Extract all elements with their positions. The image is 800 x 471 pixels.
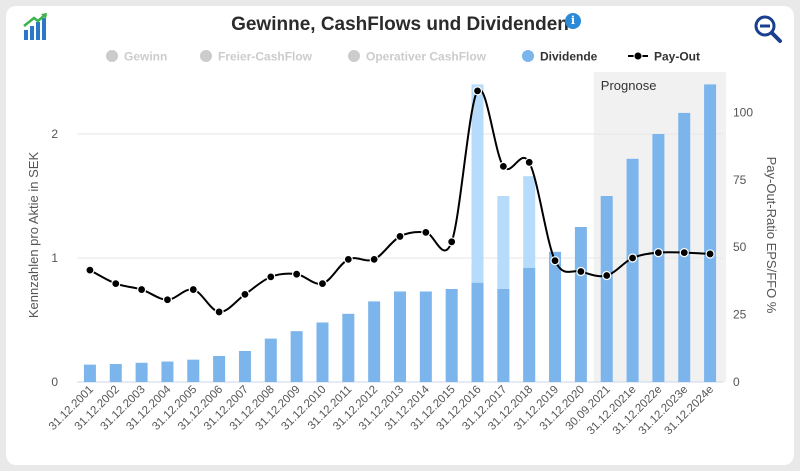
chart-title: Gewinne, CashFlows und Dividenden [231,14,569,35]
info-icon[interactable]: i [565,13,581,29]
zoom-out-magnifier-icon[interactable] [753,14,783,49]
rising-bar-chart-logo-icon [22,12,50,47]
chart-card [6,6,794,465]
